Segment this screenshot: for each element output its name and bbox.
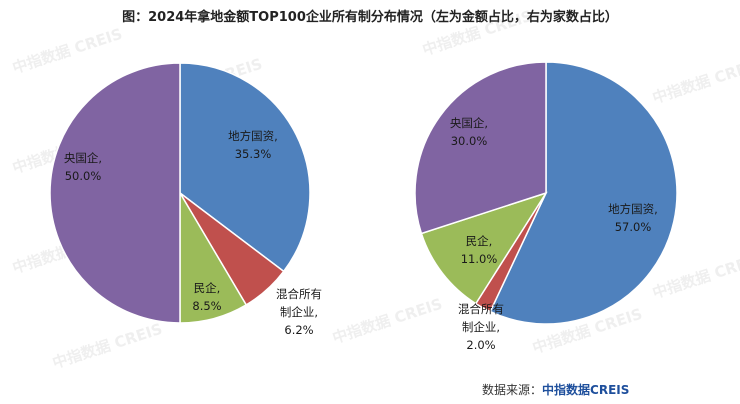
pie-data-label: 央国企, 50.0%: [64, 151, 102, 183]
source-brand: 中指数据CREIS: [542, 383, 630, 397]
pie-data-label: 地方国资, 35.3%: [228, 129, 278, 161]
pie-data-label: 混合所有制企业, 2.0%: [458, 302, 504, 352]
pie-slice-central_state: [414, 61, 547, 235]
pie-data-label: 地方国资, 57.0%: [608, 202, 658, 234]
pie-slice-central_state: [49, 62, 181, 324]
chart-title: 图：2024年拿地金额TOP100企业所有制分布情况（左为金额占比，右为家数占比…: [122, 10, 618, 25]
pie-data-label: 民企, 11.0%: [461, 234, 498, 266]
pie-slice-local_state: [489, 61, 678, 325]
pie-data-label: 民企, 8.5%: [192, 281, 221, 313]
pie-data-label: 央国企, 30.0%: [450, 116, 488, 148]
pie-data-label: 混合所有制企业, 6.2%: [276, 287, 322, 337]
pie-slice-local_state: [179, 62, 311, 273]
pie-slice-private: [420, 191, 548, 305]
source-prefix: 数据来源：: [482, 383, 543, 397]
source-note: 数据来源：中指数据CREIS: [482, 381, 629, 398]
